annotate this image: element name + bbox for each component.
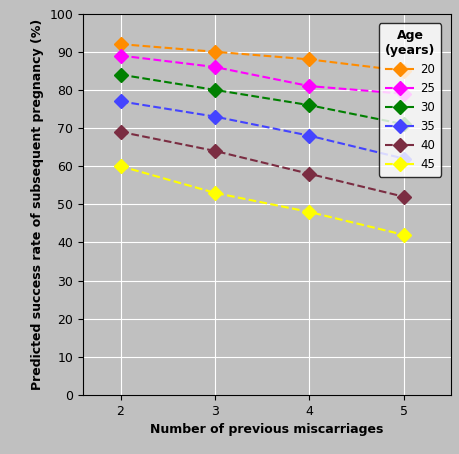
45	[306, 209, 311, 215]
30	[306, 103, 311, 108]
30	[118, 72, 123, 77]
Y-axis label: Predicted success rate of subsequent pregnancy (%): Predicted success rate of subsequent pre…	[31, 19, 44, 390]
Line: 30: 30	[115, 70, 408, 129]
Line: 20: 20	[115, 39, 408, 76]
25	[400, 91, 405, 96]
35	[400, 156, 405, 161]
X-axis label: Number of previous miscarriages: Number of previous miscarriages	[150, 423, 383, 436]
Line: 25: 25	[115, 51, 408, 99]
40	[212, 148, 217, 153]
35	[212, 114, 217, 119]
35	[306, 133, 311, 138]
20	[212, 49, 217, 54]
45	[400, 232, 405, 237]
40	[306, 171, 311, 177]
20	[306, 57, 311, 62]
25	[212, 64, 217, 70]
40	[118, 129, 123, 134]
Legend: 20, 25, 30, 35, 40, 45: 20, 25, 30, 35, 40, 45	[378, 23, 440, 177]
40	[400, 194, 405, 199]
Line: 45: 45	[115, 161, 408, 240]
45	[118, 163, 123, 169]
25	[118, 53, 123, 58]
25	[306, 84, 311, 89]
45	[212, 190, 217, 196]
20	[118, 41, 123, 47]
30	[400, 122, 405, 127]
30	[212, 87, 217, 93]
Line: 35: 35	[115, 96, 408, 163]
35	[118, 99, 123, 104]
20	[400, 68, 405, 74]
Line: 40: 40	[115, 127, 408, 202]
